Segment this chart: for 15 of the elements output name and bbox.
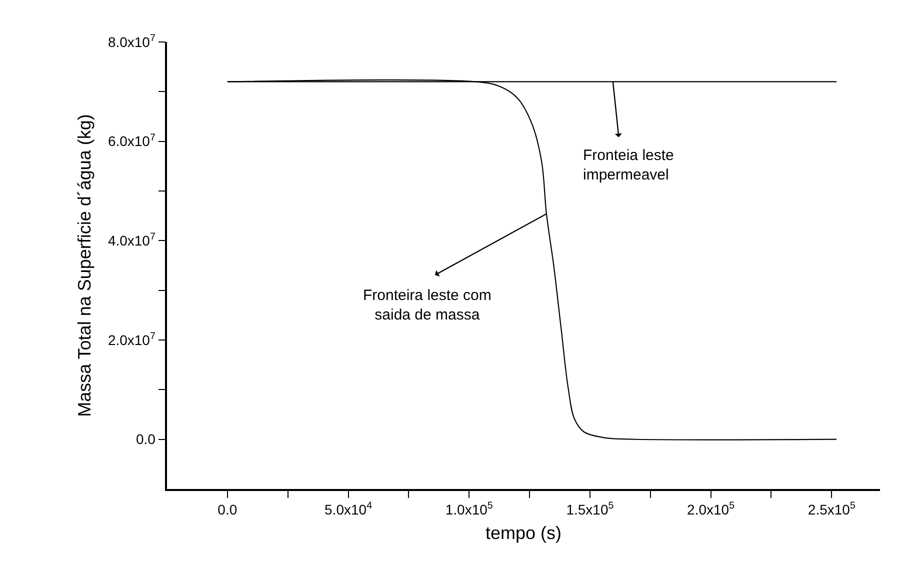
y-tick-label: 4.0x10$^{7}$ (108, 232, 156, 249)
y-tick-label: 6.0x10$^{7}$ (108, 132, 156, 150)
y-axis-title: Massa Total na Superficie d´água (kg) (74, 114, 95, 417)
x-tick-label: 1.0x10$^{5}$ (445, 500, 494, 518)
annotation: Fronteira leste com saida de massa (363, 287, 492, 324)
x-tick-label: 2.5x10$^{5}$ (808, 500, 856, 518)
x-tick-label: 0.0 (218, 502, 238, 518)
x-axis-title: tempo (s) (485, 523, 562, 544)
x-tick-label: 2.0x10$^{5}$ (687, 500, 736, 518)
x-tick-label: 5.0x10$^{4}$ (324, 500, 373, 518)
y-tick-label: 8.0x10$^{7}$ (108, 33, 156, 50)
y-tick-label: 2.0x10$^{7}$ (108, 331, 156, 348)
x-tick-label: 1.5x10$^{5}$ (566, 500, 614, 518)
annotation: Fronteia leste impermeavel (583, 147, 674, 184)
y-tick-label: 0.0 (136, 431, 156, 448)
